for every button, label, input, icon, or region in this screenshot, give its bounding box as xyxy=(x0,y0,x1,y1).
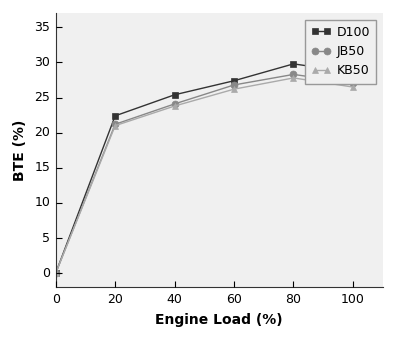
KB50 xyxy=(172,104,177,108)
D100 xyxy=(172,93,177,97)
KB50 xyxy=(113,124,118,128)
D100 xyxy=(291,62,296,66)
Line: JB50: JB50 xyxy=(52,71,356,277)
KB50 xyxy=(53,271,58,275)
Legend: D100, JB50, KB50: D100, JB50, KB50 xyxy=(305,20,377,84)
JB50 xyxy=(350,81,355,85)
JB50 xyxy=(232,83,236,87)
D100 xyxy=(113,114,118,118)
X-axis label: Engine Load (%): Engine Load (%) xyxy=(155,313,283,327)
Line: KB50: KB50 xyxy=(52,74,356,277)
KB50 xyxy=(232,87,236,91)
Line: D100: D100 xyxy=(52,61,356,277)
JB50 xyxy=(113,122,118,126)
D100 xyxy=(232,79,236,83)
JB50 xyxy=(53,271,58,275)
KB50 xyxy=(350,85,355,89)
D100 xyxy=(53,271,58,275)
JB50 xyxy=(172,102,177,106)
KB50 xyxy=(291,76,296,80)
D100 xyxy=(350,70,355,74)
JB50 xyxy=(291,72,296,76)
Y-axis label: BTE (%): BTE (%) xyxy=(13,120,27,181)
